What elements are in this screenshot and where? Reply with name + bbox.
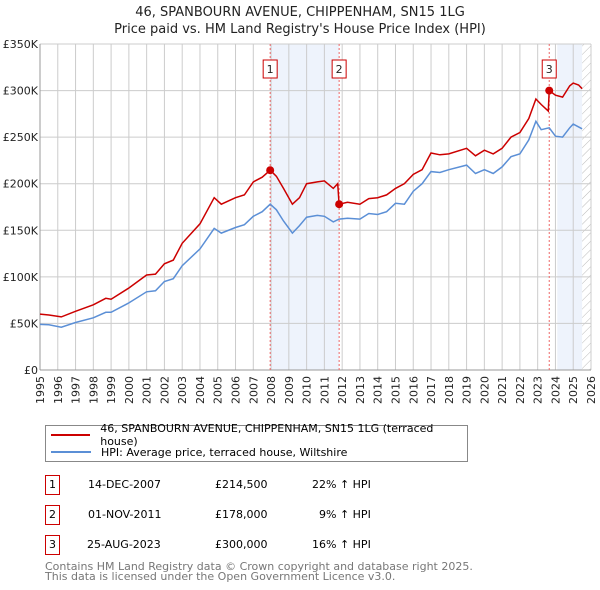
x-tick-label: 2026 [585,376,598,404]
sale-price: £214,500 [215,478,268,491]
footer-copyright: Contains HM Land Registry data © Crown c… [45,560,473,573]
legend-label-price: 46, SPANBOURN AVENUE, CHIPPENHAM, SN15 1… [100,422,434,448]
legend-swatch-price [51,434,91,436]
x-tick-label: 2017 [425,376,438,404]
y-tick-label: £250K [3,131,39,144]
x-tick-label: 2018 [443,376,456,404]
sale-marker-label: 2 [336,63,343,76]
legend: 46, SPANBOURN AVENUE, CHIPPENHAM, SN15 1… [45,422,468,462]
sale-hpi-delta: 22% ↑ HPI [312,478,371,491]
sale-hpi-delta: 16% ↑ HPI [312,538,371,551]
forecast-hatch [582,44,591,370]
y-tick-label: £200K [3,178,39,191]
sale-marker-label: 1 [267,63,274,76]
x-tick-label: 2009 [283,376,296,404]
sale-marker-box [541,59,557,79]
legend-item-price: 46, SPANBOURN AVENUE, CHIPPENHAM, SN15 1… [46,422,467,448]
sale-price: £178,000 [215,508,268,521]
sale-date: 01-NOV-2011 [88,508,162,521]
x-tick-label: 2004 [194,376,207,404]
sale-point [545,86,554,95]
x-tick-label: 2003 [176,376,189,404]
y-tick-label: £150K [3,224,39,237]
y-tick-label: £350K [3,38,39,51]
sale-date: 14-DEC-2007 [88,478,162,491]
sale-point [266,166,275,175]
footer-licence: This data is licensed under the Open Gov… [45,570,396,583]
chart-title: 46, SPANBOURN AVENUE, CHIPPENHAM, SN15 1… [135,5,465,20]
sale-marker-box [262,59,278,79]
sale-date: 25-AUG-2023 [87,538,161,551]
x-tick-label: 2001 [141,376,154,404]
x-tick-label: 2020 [478,376,491,404]
x-tick-label: 2002 [158,376,171,404]
y-tick-label: £100K [3,271,39,284]
x-tick-label: 2021 [496,376,509,404]
x-tick-label: 2000 [123,376,136,404]
x-tick-label: 1997 [70,376,83,404]
x-tick-label: 2012 [336,376,349,404]
x-tick-label: 2007 [247,376,260,404]
sale-marker-label: 3 [45,535,60,555]
legend-label-hpi: HPI: Average price, terraced house, Wilt… [101,445,348,459]
x-tick-label: 2015 [389,376,402,404]
sale-marker-label: 2 [45,505,60,525]
sale-marker-label: 1 [45,475,60,495]
sale-marker-box [331,59,347,79]
x-tick-label: 2005 [212,376,225,404]
x-tick-label: 2019 [461,376,474,404]
x-tick-label: 2014 [372,376,385,404]
x-tick-label: 2013 [354,376,367,404]
x-tick-label: 2024 [549,376,562,404]
chart-subtitle: Price paid vs. HM Land Registry's House … [114,22,486,37]
plot-area: 1995 1996 1997 1998 1999 2000 2001 2002 2003 2004… [3,38,598,404]
x-tick-label: 2025 [567,376,580,404]
shaded-period [557,44,583,370]
x-tick-label: 2022 [514,376,527,404]
hpi-line [39,119,583,328]
sale-row: 2 01-NOV-2011 £178,000 9% ↑ HPI [45,505,465,525]
x-tick-label: 1996 [52,376,65,404]
x-tick-label: 2006 [230,376,243,404]
x-tick-label: 2023 [532,376,545,404]
sale-price: £300,000 [215,538,268,551]
x-tick-label: 2010 [301,376,314,404]
x-tick-label: 2016 [407,376,420,404]
x-tick-label: 2011 [318,376,331,404]
sale-row: 3 25-AUG-2023 £300,000 16% ↑ HPI [45,535,465,555]
legend-swatch-hpi [51,451,91,453]
legend-item-hpi: HPI: Average price, terraced house, Wilt… [46,444,347,460]
sale-hpi-delta: 9% ↑ HPI [319,508,371,521]
x-tick-label: 1999 [105,376,118,404]
x-tick-label: 1998 [87,376,100,404]
x-tick-label: 1995 [34,376,47,404]
y-tick-label: £50K [10,317,39,330]
y-tick-label: £300K [3,85,39,98]
sale-row: 1 14-DEC-2007 £214,500 22% ↑ HPI [45,475,465,495]
x-tick-label: 2008 [265,376,278,404]
sale-point [335,200,344,209]
shaded-period [270,44,340,370]
y-tick-label: £0 [24,364,38,377]
sale-marker-label: 3 [546,63,553,76]
